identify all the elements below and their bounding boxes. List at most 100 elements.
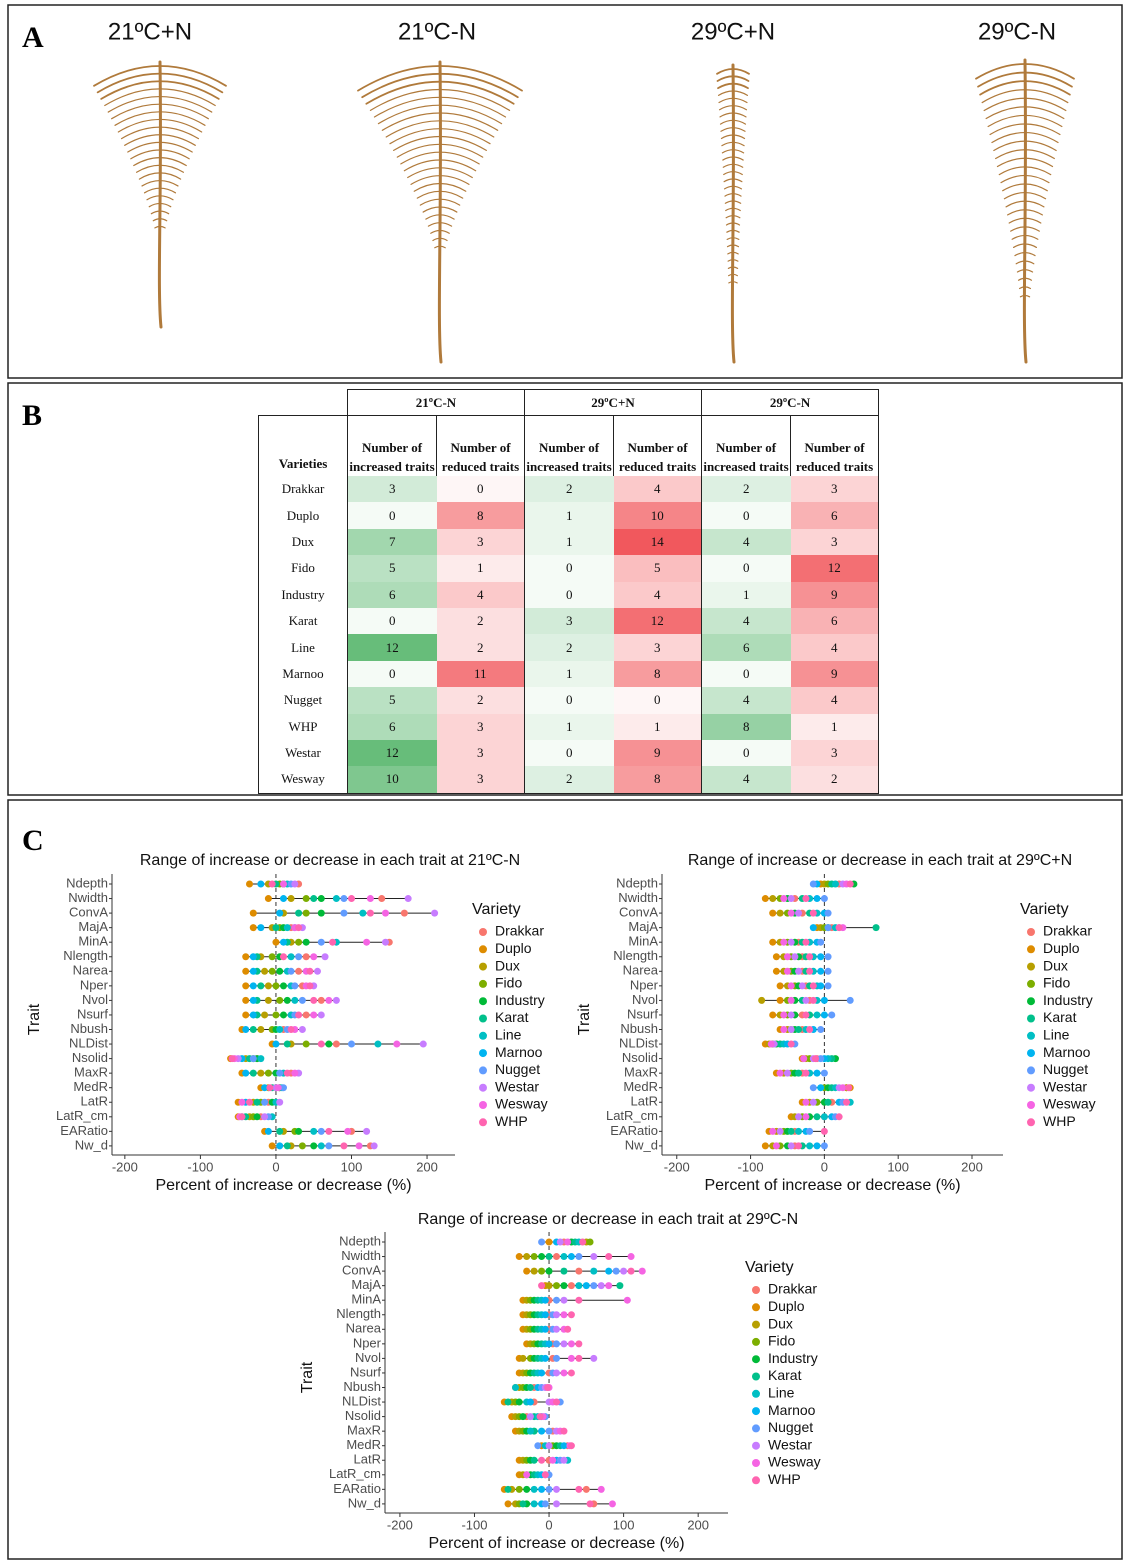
- header-row: Varieties Number of increased traits Numbe…: [258, 415, 880, 476]
- trait-count: 8: [701, 713, 791, 740]
- y-tick-label: Ndepth: [339, 1233, 381, 1248]
- lateral-root: [104, 88, 161, 107]
- point: [246, 880, 254, 888]
- point: [824, 909, 832, 917]
- trait-count: 7: [347, 528, 437, 556]
- point: [272, 924, 280, 932]
- legend-label: Karat: [1043, 1009, 1077, 1025]
- y-tick-label: Nwidth: [68, 890, 108, 905]
- lateral-root: [732, 156, 744, 161]
- lateral-root: [130, 149, 161, 160]
- point: [268, 953, 276, 961]
- point: [280, 880, 287, 888]
- trait-count: 12: [613, 607, 702, 635]
- point: [332, 1040, 340, 1048]
- point: [310, 953, 318, 961]
- point: [283, 924, 291, 932]
- legend-swatch: [1027, 979, 1035, 988]
- y-tick-label: ConvA: [342, 1263, 381, 1278]
- legend-swatch: [479, 997, 487, 1006]
- point: [295, 1011, 303, 1019]
- point: [809, 924, 817, 932]
- point: [817, 982, 825, 990]
- point: [776, 1069, 784, 1077]
- trait-count: 2: [436, 607, 525, 635]
- y-tick-label: LatR: [81, 1094, 108, 1109]
- legend-title: Variety: [745, 1259, 794, 1276]
- point: [249, 996, 257, 1004]
- point: [317, 1011, 325, 1019]
- point: [586, 1238, 594, 1246]
- point: [264, 996, 272, 1004]
- lateral-root: [732, 171, 743, 176]
- point: [845, 1084, 853, 1092]
- point: [374, 1040, 382, 1048]
- trait-count: 9: [790, 581, 880, 608]
- lateral-root: [1002, 183, 1026, 192]
- trait-count: 12: [790, 555, 880, 582]
- lateral-root: [439, 229, 450, 234]
- point: [268, 880, 276, 888]
- y-tick-label: Ndepth: [66, 875, 108, 890]
- point: [556, 1238, 564, 1246]
- lateral-root: [1024, 269, 1034, 273]
- y-tick-label: LatR: [631, 1094, 658, 1109]
- trait-count: 4: [701, 528, 791, 556]
- lateral-root: [1024, 294, 1031, 298]
- lateral-root: [995, 149, 1026, 160]
- lateral-root: [1024, 191, 1047, 200]
- lateral-root: [1016, 269, 1026, 273]
- point: [242, 996, 250, 1004]
- point: [835, 1113, 843, 1121]
- point: [228, 1055, 236, 1063]
- lateral-root: [732, 141, 745, 147]
- lateral-root: [977, 71, 1026, 88]
- point: [582, 1485, 590, 1493]
- lateral-root: [117, 118, 161, 133]
- point: [541, 1354, 549, 1362]
- lateral-root: [732, 134, 746, 140]
- point: [249, 1055, 257, 1063]
- point: [590, 1282, 598, 1290]
- point: [329, 938, 337, 946]
- point: [806, 967, 814, 975]
- lateral-root: [357, 65, 441, 92]
- point: [787, 1040, 795, 1048]
- lateral-root: [1024, 234, 1039, 240]
- lateral-root: [148, 202, 161, 208]
- lateral-root: [721, 149, 734, 154]
- trait-count: 1: [701, 581, 791, 608]
- lateral-root: [1024, 89, 1069, 104]
- lateral-root: [111, 103, 161, 120]
- point: [257, 880, 265, 888]
- point: [802, 1011, 810, 1019]
- lateral-root: [983, 97, 1026, 112]
- legend-swatch: [479, 1066, 487, 1075]
- lateral-root: [1005, 200, 1026, 208]
- table-row: Wesway 10 3 2 8 4 2: [258, 766, 880, 794]
- point: [538, 1253, 546, 1261]
- trait-count: 2: [524, 766, 614, 794]
- point: [783, 953, 791, 961]
- point: [545, 1253, 553, 1261]
- variety-name: Marnoo: [258, 660, 348, 688]
- lateral-root: [133, 157, 161, 167]
- y-tick-label: NLDist: [342, 1393, 381, 1408]
- point: [809, 996, 817, 1004]
- trait-count: 1: [790, 713, 880, 740]
- point: [553, 1354, 560, 1362]
- lateral-root: [159, 164, 184, 173]
- legend-swatch: [479, 1118, 487, 1127]
- y-axis-label: Trait: [576, 1003, 593, 1035]
- point: [283, 1040, 291, 1048]
- legend-label: Wesway: [495, 1096, 548, 1112]
- lateral-root: [1024, 277, 1033, 281]
- panel-border: [7, 799, 1123, 1560]
- lateral-root: [732, 90, 749, 96]
- point: [249, 1069, 257, 1077]
- trait-table: 21ºC-N 29ºC+N 29ºC-N Varieties Number of inc…: [258, 389, 880, 794]
- point: [776, 909, 784, 917]
- point: [276, 1127, 284, 1135]
- point: [795, 1142, 803, 1150]
